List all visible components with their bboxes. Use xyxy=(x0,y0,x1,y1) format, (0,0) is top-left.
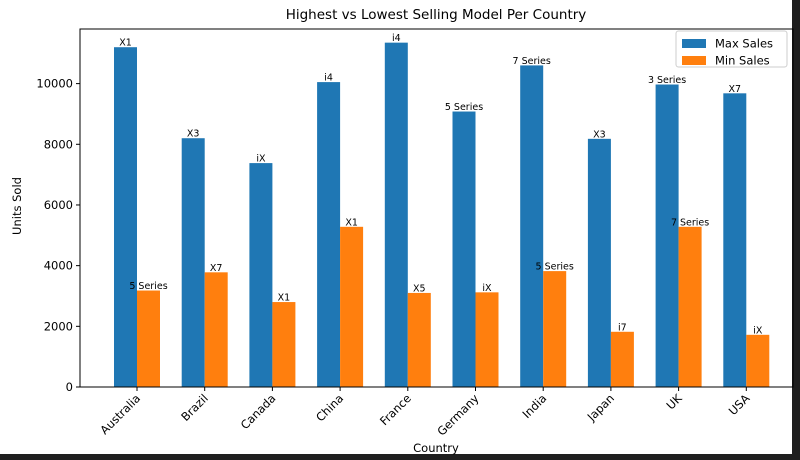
max-sales-bar-uk xyxy=(655,84,679,388)
max-bar-label-uk: 3 Series xyxy=(648,75,686,86)
x-tick-label-germany: Germany xyxy=(434,391,481,438)
max-sales-bar-india xyxy=(520,65,544,388)
min-bar-label-france: X5 xyxy=(413,283,426,294)
max-sales-bar-japan xyxy=(587,138,611,387)
max-sales-bar-france xyxy=(384,42,408,388)
x-tick-label-uk: UK xyxy=(664,391,686,413)
x-tick-label-france: France xyxy=(377,391,414,428)
y-tick-label: 6000 xyxy=(44,198,73,212)
x-tick-label-india: India xyxy=(519,391,549,421)
min-bar-label-brazil: X7 xyxy=(210,263,223,274)
max-bar-label-australia: X1 xyxy=(119,38,132,49)
max-sales-bar-canada xyxy=(249,163,273,387)
chart-title: Highest vs Lowest Selling Model Per Coun… xyxy=(286,7,587,23)
y-tick-label: 8000 xyxy=(44,137,73,151)
max-bar-label-japan: X3 xyxy=(593,129,606,140)
min-bar-label-japan: i7 xyxy=(618,322,627,333)
min-bar-label-germany: iX xyxy=(482,283,492,294)
min-sales-bar-china xyxy=(340,226,364,387)
max-sales-bar-usa xyxy=(723,93,747,388)
legend: Max Sales Min Sales xyxy=(675,30,788,68)
min-sales-bar-india xyxy=(543,271,567,387)
x-axis-label: Country xyxy=(413,441,459,455)
min-sales-bar-brazil xyxy=(204,272,228,387)
max-bar-label-china: i4 xyxy=(324,73,333,84)
max-bar-label-brazil: X3 xyxy=(187,129,200,140)
max-bar-label-india: 7 Series xyxy=(513,56,551,67)
max-bar-label-usa: X7 xyxy=(729,84,742,95)
x-tick-label-australia: Australia xyxy=(97,391,143,437)
y-tick-label: 0 xyxy=(66,380,73,394)
max-sales-bar-australia xyxy=(114,47,137,387)
y-tick-label: 2000 xyxy=(44,319,73,333)
min-sales-bar-germany xyxy=(475,292,499,387)
plot-frame xyxy=(79,28,794,388)
max-bar-label-germany: 5 Series xyxy=(445,102,483,113)
x-tick-label-brazil: Brazil xyxy=(178,391,211,424)
max-bar-label-france: i4 xyxy=(392,33,401,44)
max-sales-bar-china xyxy=(317,82,341,387)
x-tick-label-canada: Canada xyxy=(238,391,279,432)
legend-label-min: Min Sales xyxy=(715,54,770,68)
max-sales-bar-brazil xyxy=(181,138,205,387)
x-tick-label-usa: USA xyxy=(726,391,753,418)
x-tick-label-japan: Japan xyxy=(584,391,617,424)
min-bar-label-usa: iX xyxy=(753,325,763,336)
y-tick-label: 10000 xyxy=(36,77,73,91)
legend-label-max: Max Sales xyxy=(715,37,773,51)
max-bar-label-canada: iX xyxy=(256,154,266,165)
min-sales-bar-australia xyxy=(137,290,160,387)
x-tick-label-china: China xyxy=(313,391,346,424)
bars-layer xyxy=(114,42,770,388)
y-tick-label: 4000 xyxy=(44,259,73,273)
min-sales-bar-canada xyxy=(272,302,296,387)
min-sales-bar-uk xyxy=(678,226,702,387)
bar-labels-layer: X1 5 Series X3 X7 iX X1 i4 X1 i4 X5 5 Series iX 7 Se… xyxy=(119,33,763,336)
min-bar-label-canada: X1 xyxy=(278,293,291,304)
min-sales-bar-france xyxy=(407,292,431,387)
legend-swatch-min xyxy=(682,56,706,65)
min-bar-label-india: 5 Series xyxy=(536,262,574,273)
min-bar-label-china: X1 xyxy=(345,217,358,228)
min-sales-bar-usa xyxy=(746,334,770,387)
max-sales-bar-germany xyxy=(452,111,476,387)
y-axis-label: Units Sold xyxy=(10,177,24,235)
min-bar-label-australia: 5 Series xyxy=(129,281,167,292)
legend-swatch-max xyxy=(682,39,706,48)
min-bar-label-uk: 7 Series xyxy=(671,217,709,228)
min-sales-bar-japan xyxy=(610,331,634,387)
